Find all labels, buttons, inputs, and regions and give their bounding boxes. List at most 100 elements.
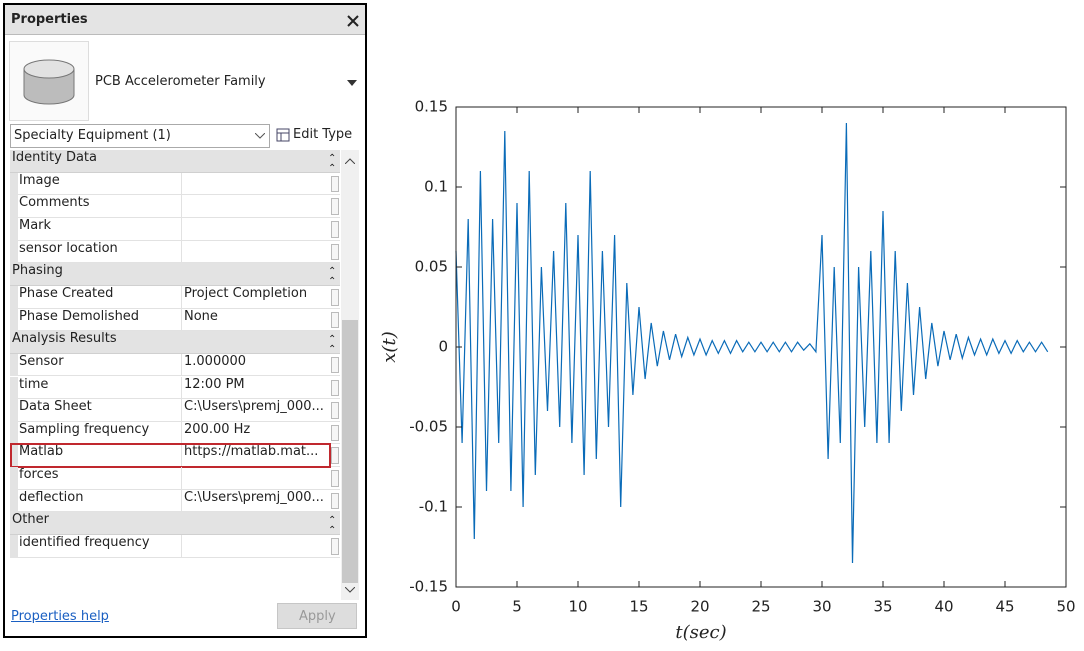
y-tick-label: 0.1 bbox=[424, 178, 448, 196]
row-edit-box bbox=[331, 175, 339, 193]
property-row[interactable] bbox=[10, 309, 340, 332]
row-indent bbox=[10, 399, 18, 422]
y-tick-label: 0 bbox=[438, 338, 448, 356]
property-row[interactable] bbox=[10, 467, 340, 490]
type-selector[interactable] bbox=[10, 124, 270, 148]
row-indent bbox=[10, 444, 18, 468]
property-row[interactable] bbox=[10, 173, 340, 196]
close-icon[interactable] bbox=[347, 15, 359, 27]
scroll-down[interactable] bbox=[345, 587, 355, 593]
group-name: Other bbox=[12, 512, 49, 528]
group-header[interactable] bbox=[10, 331, 340, 354]
row-name: sensor location bbox=[19, 240, 118, 256]
family-dropdown[interactable] bbox=[347, 80, 357, 86]
property-row[interactable] bbox=[10, 286, 340, 309]
plot-area bbox=[456, 107, 1066, 587]
row-divider bbox=[181, 308, 182, 332]
row-divider bbox=[181, 353, 182, 377]
row-divider bbox=[181, 535, 182, 558]
row-indent bbox=[10, 308, 18, 332]
x-tick-label: 45 bbox=[995, 598, 1014, 616]
x-tick-label: 50 bbox=[1056, 598, 1075, 616]
title-bar bbox=[5, 5, 365, 35]
properties-panel: Properties PCB Accelerometer Family Spec… bbox=[3, 3, 367, 638]
property-row[interactable] bbox=[10, 354, 340, 377]
x-tick-label: 30 bbox=[812, 598, 831, 616]
row-value: Project Completion bbox=[184, 285, 308, 301]
row-indent bbox=[10, 285, 18, 309]
property-row[interactable] bbox=[10, 377, 340, 400]
row-value: 1.000000 bbox=[184, 353, 247, 369]
collapse-icon[interactable]: ⌃ ⌃ bbox=[328, 153, 337, 174]
row-divider bbox=[181, 285, 182, 309]
row-indent bbox=[10, 467, 18, 490]
row-divider bbox=[181, 376, 182, 400]
property-row[interactable] bbox=[10, 195, 340, 218]
group-header[interactable] bbox=[10, 150, 340, 173]
row-name: Mark bbox=[19, 217, 52, 233]
row-edit-box bbox=[331, 470, 339, 487]
row-name: identified frequency bbox=[19, 535, 150, 551]
x-tick-label: 35 bbox=[873, 598, 892, 616]
row-name: Sensor bbox=[19, 353, 64, 369]
x-tick-label: 10 bbox=[568, 598, 587, 616]
row-name: Matlab bbox=[19, 444, 64, 460]
row-edit-box bbox=[331, 402, 339, 419]
property-row[interactable] bbox=[10, 490, 340, 513]
highlight-box bbox=[10, 443, 331, 469]
group-name: Phasing bbox=[12, 263, 63, 279]
row-divider bbox=[181, 217, 182, 241]
y-tick-label: -0.05 bbox=[409, 418, 448, 436]
y-axis-label: x(t) bbox=[379, 331, 400, 362]
row-edit-box bbox=[331, 379, 339, 397]
row-edit-box bbox=[331, 220, 339, 238]
x-tick-label: 5 bbox=[512, 598, 522, 616]
row-divider bbox=[181, 421, 182, 445]
edit-type-button[interactable]: Edit Type bbox=[293, 127, 353, 142]
property-row[interactable] bbox=[10, 399, 340, 422]
help-link[interactable]: Properties help bbox=[11, 609, 109, 624]
group-header[interactable] bbox=[10, 263, 340, 286]
property-row[interactable] bbox=[10, 241, 340, 264]
x-tick-label: 40 bbox=[934, 598, 953, 616]
row-value: C:\Users\premj_000... bbox=[184, 399, 324, 415]
row-edit-box bbox=[331, 198, 339, 215]
type-selector-text: Specialty Equipment (1) bbox=[14, 128, 171, 143]
row-name: Phase Created bbox=[19, 285, 114, 301]
collapse-icon[interactable]: ⌃ ⌃ bbox=[328, 334, 337, 356]
edit-type-icon bbox=[276, 128, 290, 142]
collapse-icon[interactable]: ⌃ ⌃ bbox=[328, 266, 337, 288]
scrollbar-thumb[interactable] bbox=[342, 320, 358, 583]
group-header[interactable] bbox=[10, 512, 340, 536]
row-edit-box bbox=[331, 356, 339, 374]
x-tick-label: 0 bbox=[451, 598, 461, 616]
row-value: 12:00 PM bbox=[184, 376, 245, 392]
group-name: Analysis Results bbox=[12, 331, 117, 347]
property-row[interactable] bbox=[10, 535, 340, 558]
selector-arrow bbox=[255, 133, 265, 139]
row-name: time bbox=[19, 376, 49, 392]
row-value: None bbox=[184, 308, 218, 324]
apply-button-text: Apply bbox=[299, 609, 336, 624]
row-divider bbox=[181, 399, 182, 422]
row-edit-box bbox=[331, 538, 339, 555]
x-tick-label: 25 bbox=[751, 598, 770, 616]
y-tick-label: 0.05 bbox=[415, 258, 448, 276]
row-name: Comments bbox=[19, 195, 90, 211]
collapse-icon[interactable]: ⌃ ⌃ bbox=[328, 515, 337, 537]
family-name: PCB Accelerometer Family bbox=[95, 74, 266, 89]
row-indent bbox=[10, 421, 18, 445]
row-value: C:\Users\premj_000... bbox=[184, 489, 324, 505]
row-indent bbox=[10, 353, 18, 377]
chart: t(sec) x(t) -0.15 -0.1 -0.05 0 0.05 0.1 0.15 0 5… bbox=[379, 98, 1076, 644]
scroll-up[interactable] bbox=[345, 158, 355, 164]
row-value: https://matlab.mat... bbox=[184, 444, 319, 460]
row-edit-box bbox=[331, 492, 339, 510]
row-edit-box bbox=[331, 311, 339, 329]
row-indent bbox=[10, 240, 18, 264]
apply-button[interactable] bbox=[277, 603, 357, 629]
y-tick-label: -0.1 bbox=[419, 498, 448, 516]
property-row[interactable] bbox=[10, 218, 340, 241]
signal-line bbox=[455, 122, 1049, 564]
row-indent bbox=[10, 489, 18, 513]
